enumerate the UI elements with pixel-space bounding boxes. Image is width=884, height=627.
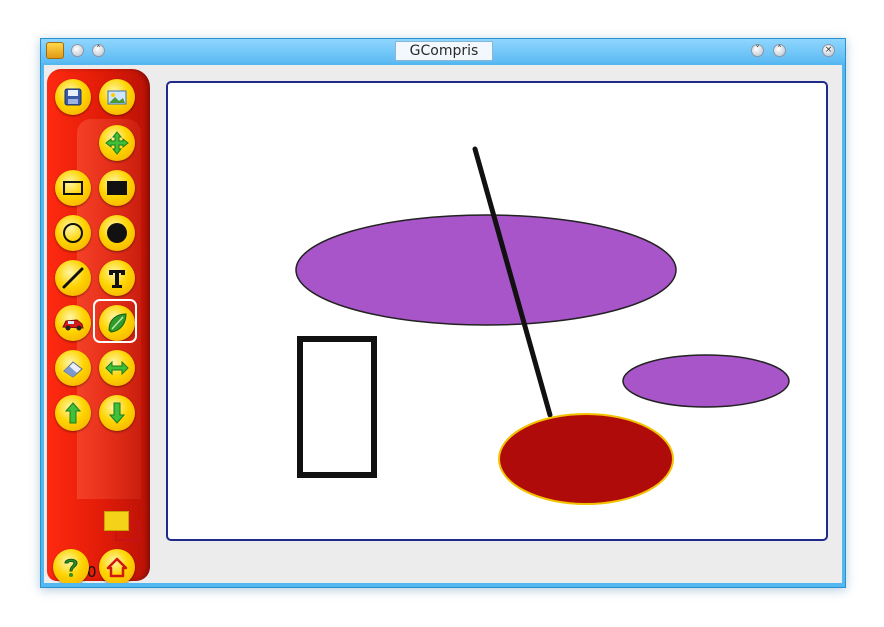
black-rectangle[interactable]	[297, 336, 377, 478]
title-bar[interactable]: ˄ GCompris ˅ ˄ ×	[41, 39, 845, 63]
close-icon[interactable]: ×	[822, 44, 835, 57]
empty-rectangle-icon[interactable]	[55, 170, 91, 206]
maximize-icon[interactable]: ˄	[773, 44, 786, 57]
minimize-icon[interactable]	[71, 44, 84, 57]
flip-icon[interactable]	[99, 350, 135, 386]
purple-ellipse-large[interactable]	[295, 214, 677, 326]
filled-rectangle-icon[interactable]	[99, 170, 135, 206]
home-icon[interactable]	[99, 549, 135, 583]
save-icon[interactable]	[55, 79, 91, 115]
filled-circle-icon[interactable]	[99, 215, 135, 251]
text-icon[interactable]	[99, 260, 135, 296]
drawing-toolbar: 0	[47, 69, 150, 583]
image-icon[interactable]	[55, 305, 91, 341]
purple-ellipse-small[interactable]	[622, 354, 790, 408]
drawing-canvas[interactable]	[166, 81, 828, 541]
black-line[interactable]	[472, 146, 553, 418]
level-indicator: 0	[87, 563, 97, 581]
foreground-color-swatch[interactable]	[104, 511, 129, 531]
app-window: ˄ GCompris ˅ ˄ ×	[40, 38, 846, 588]
fill-icon[interactable]	[93, 299, 137, 343]
canvas-drawing[interactable]	[168, 83, 826, 539]
app-client-area: 0	[44, 65, 842, 583]
empty-circle-icon[interactable]	[55, 215, 91, 251]
sticky-icon[interactable]: ˄	[92, 44, 105, 57]
raise-icon[interactable]	[55, 395, 91, 431]
window-title: GCompris	[395, 41, 493, 61]
shade-icon[interactable]: ˅	[751, 44, 764, 57]
red-ellipse[interactable]	[498, 413, 674, 505]
app-icon[interactable]	[46, 42, 64, 59]
help-icon[interactable]	[53, 549, 89, 583]
eraser-icon[interactable]	[55, 350, 91, 386]
line-icon[interactable]	[55, 260, 91, 296]
move-icon[interactable]	[99, 125, 135, 161]
load-image-icon[interactable]	[99, 79, 135, 115]
lower-icon[interactable]	[99, 395, 135, 431]
